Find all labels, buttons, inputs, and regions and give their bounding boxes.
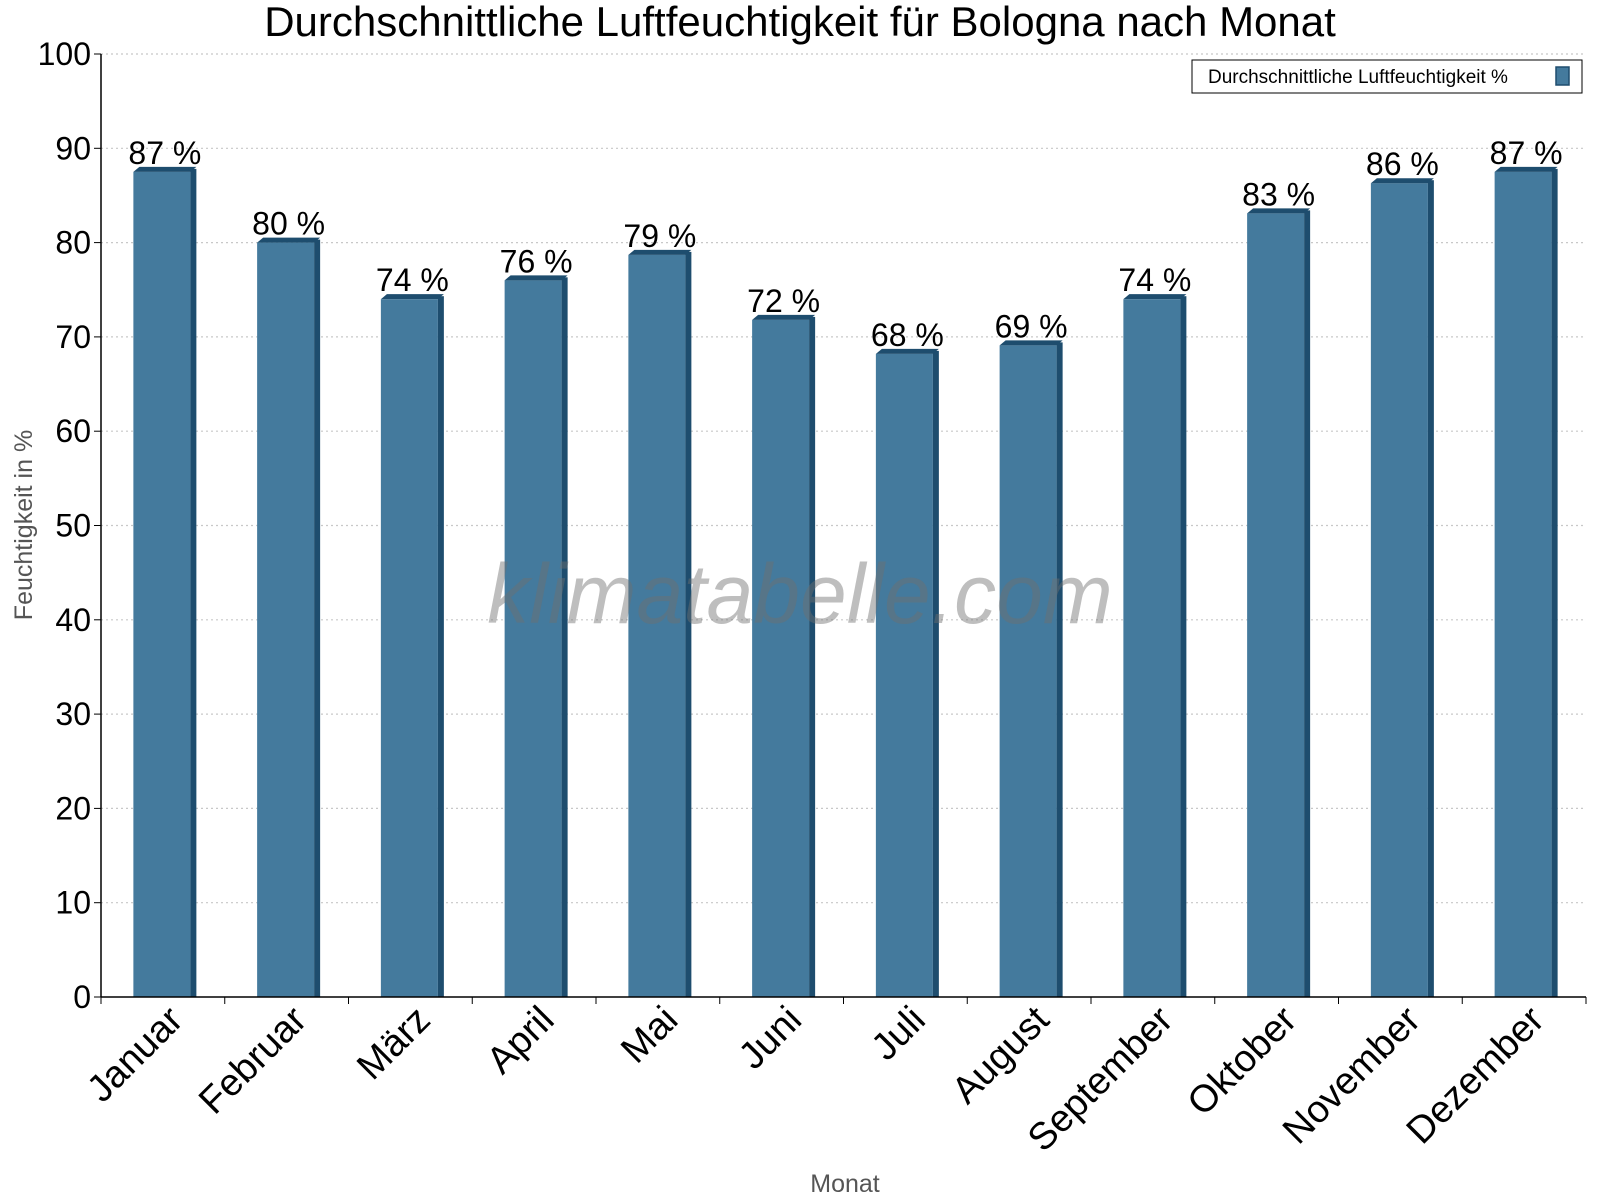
- x-tick-label: August: [944, 998, 1058, 1112]
- bar-top: [133, 166, 197, 172]
- bar-side: [685, 251, 692, 997]
- bar-top: [1247, 208, 1311, 214]
- bar-top: [257, 237, 321, 243]
- bar-value-label: 74 %: [1118, 262, 1191, 298]
- bar-top: [752, 314, 816, 320]
- bar-side: [1427, 180, 1434, 998]
- bar: [133, 171, 191, 997]
- y-tick-label: 80: [55, 225, 91, 261]
- x-tick-label: Oktober: [1180, 998, 1306, 1124]
- bar-value-label: 72 %: [747, 283, 820, 319]
- bar-value-label: 80 %: [252, 206, 325, 242]
- bar-side: [314, 239, 321, 998]
- x-tick-label: Februar: [191, 998, 315, 1122]
- bar-value-label: 79 %: [623, 218, 696, 254]
- chart-title: Durchschnittliche Luftfeuchtigkeit für B…: [264, 0, 1336, 45]
- watermark-text: klimatabelle.com: [487, 547, 1113, 641]
- bar: [999, 345, 1057, 998]
- bar: [628, 254, 686, 997]
- bar-side: [190, 168, 197, 997]
- bar: [380, 299, 438, 997]
- y-tick-label: 90: [55, 130, 91, 166]
- bar-top: [875, 348, 939, 354]
- y-tick-label: 60: [55, 413, 91, 449]
- y-tick-label: 10: [55, 885, 91, 921]
- bar-value-label: 83 %: [1242, 176, 1315, 212]
- bar: [752, 319, 810, 997]
- bar-value-label: 74 %: [376, 262, 449, 298]
- bar-value-label: 87 %: [128, 135, 201, 171]
- y-tick-label: 50: [55, 508, 91, 544]
- bar-value-label: 76 %: [500, 243, 573, 279]
- bar: [504, 280, 562, 997]
- bar-top: [999, 340, 1063, 346]
- bar: [1370, 183, 1428, 998]
- legend: Durchschnittliche Luftfeuchtigkeit %: [1191, 59, 1583, 94]
- bar-top: [1370, 178, 1434, 184]
- bar-value-label: 87 %: [1490, 135, 1563, 171]
- bar: [1247, 213, 1305, 997]
- x-axis-label: Monat: [810, 1170, 880, 1198]
- gridlines: [101, 53, 1586, 904]
- legend-swatch: [1555, 66, 1570, 86]
- x-tick-label: Mai: [613, 999, 686, 1072]
- bar-value-label: 86 %: [1366, 146, 1439, 182]
- bar: [1123, 299, 1181, 997]
- bar: [1494, 171, 1552, 997]
- bar-side: [809, 316, 816, 997]
- bar-top: [628, 249, 692, 255]
- y-tick-labels: 0 10 20 30 40 50 60 70 80 90 100: [38, 36, 91, 1015]
- x-tick-label: Juni: [731, 999, 810, 1078]
- y-tick-label: 20: [55, 790, 91, 826]
- bar-side: [1551, 168, 1558, 997]
- bar-side: [437, 296, 444, 997]
- bar-side: [561, 277, 568, 997]
- bar-side: [1180, 296, 1187, 997]
- y-tick-label: 30: [55, 696, 91, 732]
- bar-side: [1056, 342, 1063, 998]
- y-axis-label: Feuchtigkeit in %: [10, 430, 38, 620]
- y-tick-label: 0: [73, 979, 91, 1015]
- bar-top: [1123, 294, 1187, 300]
- bar-side: [1304, 210, 1311, 997]
- x-tick-label: Januar: [79, 998, 191, 1110]
- bar-side: [932, 350, 939, 997]
- x-tick-label: März: [349, 999, 438, 1088]
- x-tick-label: Dezember: [1399, 998, 1553, 1152]
- x-tick-label: Juli: [864, 999, 934, 1069]
- x-tick-labels: Januar Februar März April Mai Juni Juli AugustS…: [79, 998, 1552, 1159]
- x-tick-label: April: [479, 999, 562, 1082]
- y-tick-label: 100: [38, 36, 91, 72]
- bar-top: [1494, 166, 1558, 172]
- axes: [94, 53, 1587, 1004]
- bar-top: [504, 275, 568, 281]
- y-tick-label: 70: [55, 319, 91, 355]
- bar: [257, 242, 315, 998]
- y-tick-label: 40: [55, 602, 91, 638]
- bars: [133, 166, 1558, 998]
- bar-value-label: 68 %: [871, 317, 944, 353]
- legend-box: [1191, 59, 1583, 94]
- bar-labels: 87 % 80 % 74 % 76 % 79 % 72 % 68 % 69 % 74 % 83 %…: [128, 135, 1562, 353]
- bar-value-label: 69 %: [995, 308, 1068, 344]
- bar-top: [380, 294, 444, 300]
- legend-label: Durchschnittliche Luftfeuchtigkeit %: [1208, 67, 1508, 88]
- bar: [875, 353, 933, 997]
